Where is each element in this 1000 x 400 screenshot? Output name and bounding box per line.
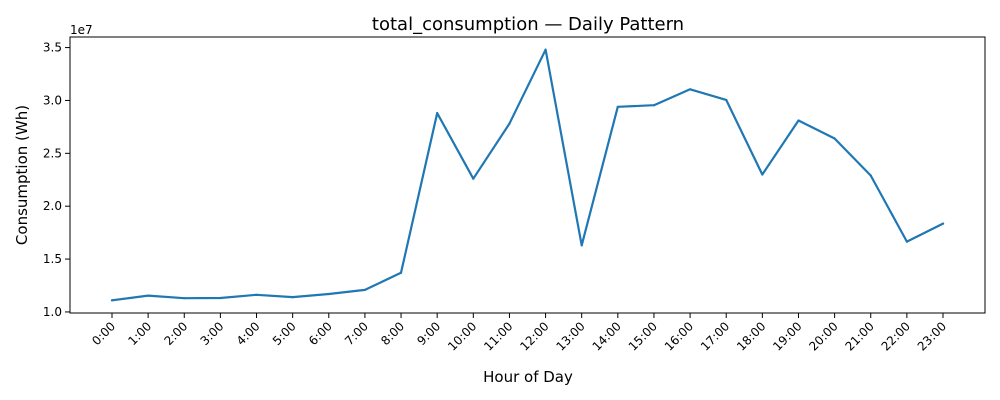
x-tick-label: 19:00 (770, 319, 804, 353)
data-point (725, 98, 728, 102)
data-point (363, 288, 367, 292)
x-axis-label: Hour of Day (483, 368, 573, 386)
series-line (110, 48, 945, 302)
data-point (688, 88, 692, 91)
data-point (508, 122, 511, 125)
y-tick-label: 2.5 (43, 146, 62, 160)
data-point (219, 296, 222, 300)
data-point (399, 271, 403, 274)
y-axis-offset-label: 1e7 (70, 23, 93, 37)
x-tick-label: 12:00 (517, 319, 551, 353)
y-tick-label: 3.0 (43, 93, 62, 107)
x-tick-label: 1:00 (125, 319, 154, 348)
x-tick-label: 13:00 (553, 319, 587, 353)
y-tick-label: 1.0 (43, 305, 62, 319)
y-tick-label: 3.5 (43, 41, 62, 55)
data-point (327, 292, 330, 296)
data-point (652, 104, 656, 107)
x-tick-label: 22:00 (879, 319, 913, 353)
data-point (797, 119, 800, 122)
data-point (905, 240, 908, 243)
data-point (291, 296, 294, 299)
data-point (110, 299, 114, 302)
y-tick-label: 2.0 (43, 199, 62, 213)
data-point (580, 244, 583, 247)
x-tick-label: 2:00 (161, 319, 190, 348)
y-axis: 1.0 1.5 2.0 2.5 3.0 3.5 (43, 41, 70, 319)
data-point (147, 294, 150, 297)
y-tick-label: 1.5 (43, 252, 62, 266)
data-point (544, 48, 547, 51)
plot-area (69, 36, 986, 314)
plot-frame (69, 36, 986, 314)
x-tick-label: 9:00 (414, 319, 443, 348)
x-tick-label: 7:00 (342, 319, 371, 348)
x-tick-label: 17:00 (698, 319, 732, 353)
data-point (869, 174, 872, 177)
data-point (255, 293, 258, 296)
data-point (833, 137, 836, 140)
x-tick-label: 3:00 (198, 319, 227, 348)
x-tick-label: 0:00 (89, 319, 118, 348)
x-tick-label: 20:00 (806, 319, 840, 353)
x-tick-label: 10:00 (445, 319, 479, 353)
x-tick-label: 11:00 (481, 319, 515, 353)
x-axis: 0:00 1:00 2:00 3:00 4:00 5:00 6:00 7:00 8:00 9:00… (89, 313, 949, 354)
x-tick-label: 18:00 (734, 319, 768, 353)
x-tick-label: 16:00 (662, 319, 696, 353)
series-layer (110, 48, 945, 302)
x-tick-label: 23:00 (915, 319, 949, 353)
data-point (761, 173, 764, 176)
data-point (183, 297, 186, 300)
x-tick-label: 4:00 (234, 319, 263, 348)
data-point (436, 112, 439, 115)
y-axis-label: Consumption (Wh) (13, 105, 31, 245)
x-tick-label: 14:00 (590, 319, 624, 353)
x-tick-label: 6:00 (306, 319, 335, 348)
data-point (616, 105, 619, 108)
data-point (472, 177, 475, 180)
x-tick-label: 8:00 (378, 319, 407, 348)
x-tick-label: 15:00 (626, 319, 660, 353)
x-tick-label: 21:00 (842, 319, 876, 353)
x-tick-label: 5:00 (270, 319, 299, 348)
chart-title: total_consumption — Daily Pattern (372, 14, 684, 35)
data-point (941, 222, 945, 225)
